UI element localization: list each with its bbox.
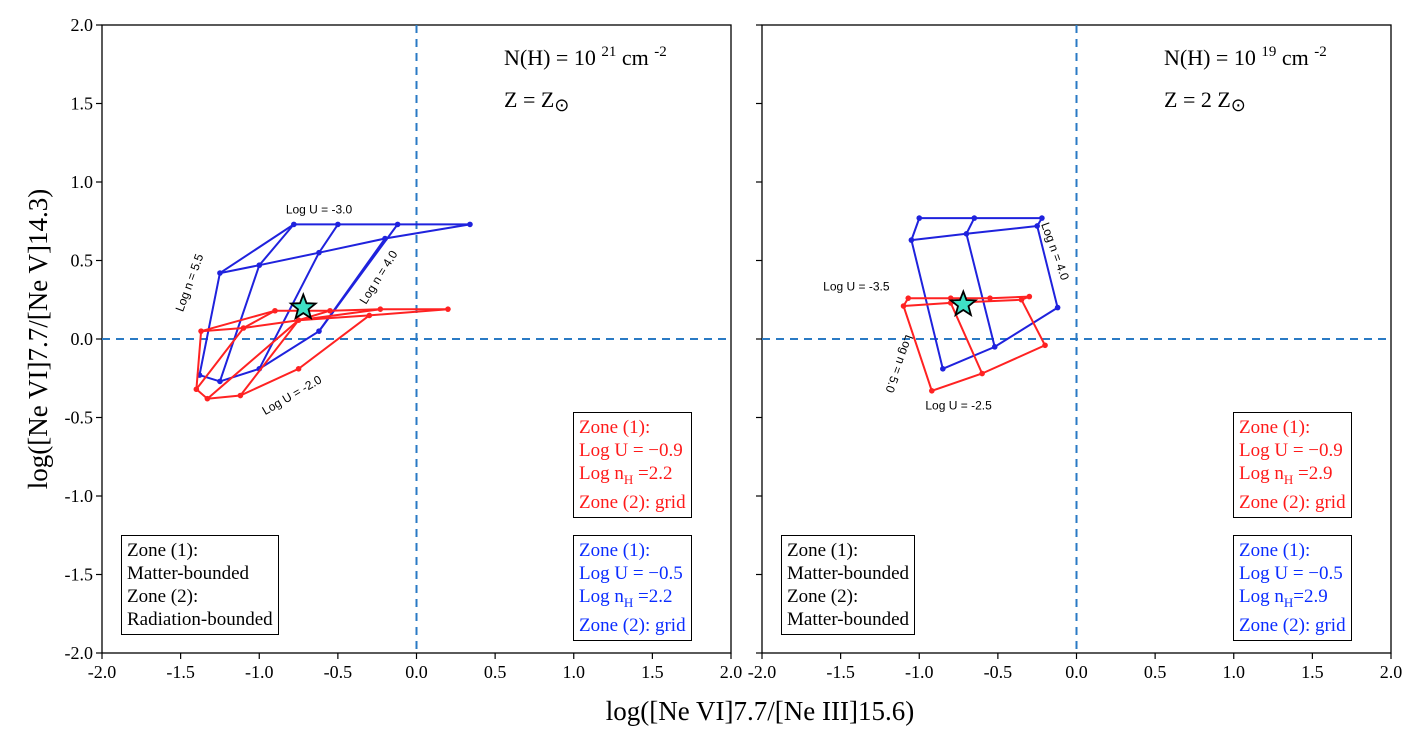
y-tick-label: -0.5 <box>65 408 94 428</box>
x-axis-label: log([Ne VI]7.7/[Ne III]15.6) <box>606 696 914 726</box>
y-tick-label: 1.0 <box>71 172 94 192</box>
left-legend-blue-line2: Log U = −0.5 <box>579 563 683 584</box>
x-tick-label: 1.0 <box>563 662 586 682</box>
right-legend-black-line2: Matter-bounded <box>787 563 910 584</box>
right-legend-black-line3: Zone (2): <box>787 586 859 607</box>
right-legend-black: Zone (1): Matter-bounded Zone (2): Matte… <box>781 535 916 635</box>
column-density-annotation: N(H) = 10 19 cm -2 <box>1164 44 1327 70</box>
x-tick-label: 1.0 <box>1223 662 1246 682</box>
left-legend-black-line4: Radiation-bounded <box>127 609 273 630</box>
grid-point <box>295 366 302 372</box>
grid-point <box>1042 342 1048 349</box>
x-tick-label: -1.5 <box>166 662 195 682</box>
grid-label: Log n = 5.5 <box>173 252 207 314</box>
grid-point <box>1054 304 1061 311</box>
right-legend-red-line1: Zone (1): <box>1239 417 1311 438</box>
x-tick-label: -0.5 <box>324 662 353 682</box>
y-tick-label: 1.5 <box>71 94 94 114</box>
metallicity-annotation: Z = Z⊙ <box>504 87 569 115</box>
grid-line <box>239 308 381 397</box>
x-tick-label: 0.5 <box>484 662 507 682</box>
series-red-grid <box>193 306 451 402</box>
x-tick-label: -1.0 <box>245 662 274 682</box>
grid-label: Log n = 5.0 <box>882 333 916 395</box>
y-tick-label: -1.0 <box>65 486 94 506</box>
right-legend-blue-line4: Zone (2): grid <box>1239 614 1346 636</box>
right-legend-black-line4: Matter-bounded <box>787 609 910 630</box>
left-legend-black: Zone (1): Matter-bounded Zone (2): Radia… <box>121 535 279 635</box>
grid-point <box>377 306 384 312</box>
grid-line <box>195 309 276 390</box>
x-tick-label: -1.5 <box>826 662 855 682</box>
metallicity-annotation: Z = 2 Z⊙ <box>1164 87 1246 115</box>
right-legend-blue: Zone (1): Log U = −0.5 Log nH=2.9 Zone (… <box>1233 535 1352 641</box>
grid-line <box>903 295 1030 307</box>
y-tick-label: -1.5 <box>65 565 94 585</box>
y-axis-label: log([Ne VI]7.7/[Ne V]14.3) <box>23 189 53 489</box>
right-legend-blue-line3: Log nH=2.9 <box>1239 586 1328 610</box>
grid-line <box>911 225 1038 242</box>
x-tick-label: -2.0 <box>748 662 777 682</box>
x-tick-label: 1.5 <box>641 662 664 682</box>
x-tick-label: 0.5 <box>1144 662 1167 682</box>
left-legend-red-line3: Log nH =2.2 <box>579 463 673 487</box>
x-tick-label: 0.0 <box>1065 662 1088 682</box>
left-legend-blue-line4: Zone (2): grid <box>579 614 686 636</box>
grid-line <box>258 223 339 370</box>
series-red-grid <box>900 293 1048 394</box>
y-tick-label: 0.0 <box>71 329 94 349</box>
right-legend-red-line2: Log U = −0.9 <box>1239 440 1343 461</box>
right-legend-blue-line1: Zone (1): <box>1239 540 1311 561</box>
grid-point <box>929 388 935 394</box>
column-density-annotation: N(H) = 10 21 cm -2 <box>504 44 667 70</box>
y-tick-label: -2.0 <box>65 643 94 663</box>
left-legend-black-line1: Zone (1): <box>127 540 199 561</box>
grid-line <box>965 217 996 348</box>
grid-line <box>902 297 1047 393</box>
y-tick-label: 2.0 <box>71 15 94 35</box>
x-tick-label: 1.5 <box>1301 662 1324 682</box>
grid-line <box>908 295 1030 300</box>
observed-point-star <box>948 288 978 318</box>
grid-label: Log U = -2.0 <box>260 372 325 417</box>
left-legend-red-line4: Zone (2): grid <box>579 491 686 513</box>
right-legend-red: Zone (1): Log U = −0.9 Log nH =2.9 Zone … <box>1233 412 1352 518</box>
left-legend-red-line1: Zone (1): <box>579 417 651 438</box>
grid-line <box>910 217 944 370</box>
right-legend-blue-line2: Log U = −0.5 <box>1239 563 1343 584</box>
grid-point <box>987 295 993 301</box>
x-tick-label: -1.0 <box>905 662 934 682</box>
left-legend-black-line2: Matter-bounded <box>127 563 250 584</box>
grid-label: Log U = -2.5 <box>925 399 992 413</box>
y-tick-label: 0.5 <box>71 251 94 271</box>
right-legend-red-line4: Zone (2): grid <box>1239 491 1346 513</box>
grid-label: Log U = -3.5 <box>823 279 890 293</box>
x-tick-label: 2.0 <box>720 662 743 682</box>
grid-line <box>198 272 221 376</box>
left-legend-blue-line1: Zone (1): <box>579 540 651 561</box>
series-blue-grid <box>908 215 1061 372</box>
observed-point-star <box>288 292 319 321</box>
x-tick-label: 2.0 <box>1380 662 1403 682</box>
grid-point <box>198 328 204 334</box>
left-legend-blue: Zone (1): Log U = −0.5 Log nH =2.2 Zone … <box>573 535 692 641</box>
left-legend-red: Zone (1): Log U = −0.9 Log nH =2.2 Zone … <box>573 412 692 518</box>
x-tick-label: -2.0 <box>88 662 117 682</box>
left-legend-red-line2: Log U = −0.9 <box>579 440 683 461</box>
x-tick-label: 0.0 <box>405 662 428 682</box>
grid-label: Log n = 4.0 <box>357 248 401 307</box>
panel-0: -2.0 -1.5 -1.0 -0.5 0.0 0.5 1.0 1.5 2.0 2.0 1.5 1.0… <box>65 15 743 682</box>
right-legend-black-line1: Zone (1): <box>787 540 859 561</box>
left-legend-blue-line3: Log nH =2.2 <box>579 586 673 610</box>
grid-line <box>195 314 370 400</box>
grid-label: Log U = -3.0 <box>286 202 353 216</box>
grid-line <box>942 217 1059 370</box>
right-legend-red-line3: Log nH =2.9 <box>1239 463 1333 487</box>
series-blue-grid <box>196 221 473 385</box>
left-legend-black-line3: Zone (2): <box>127 586 199 607</box>
x-tick-label: -0.5 <box>984 662 1013 682</box>
